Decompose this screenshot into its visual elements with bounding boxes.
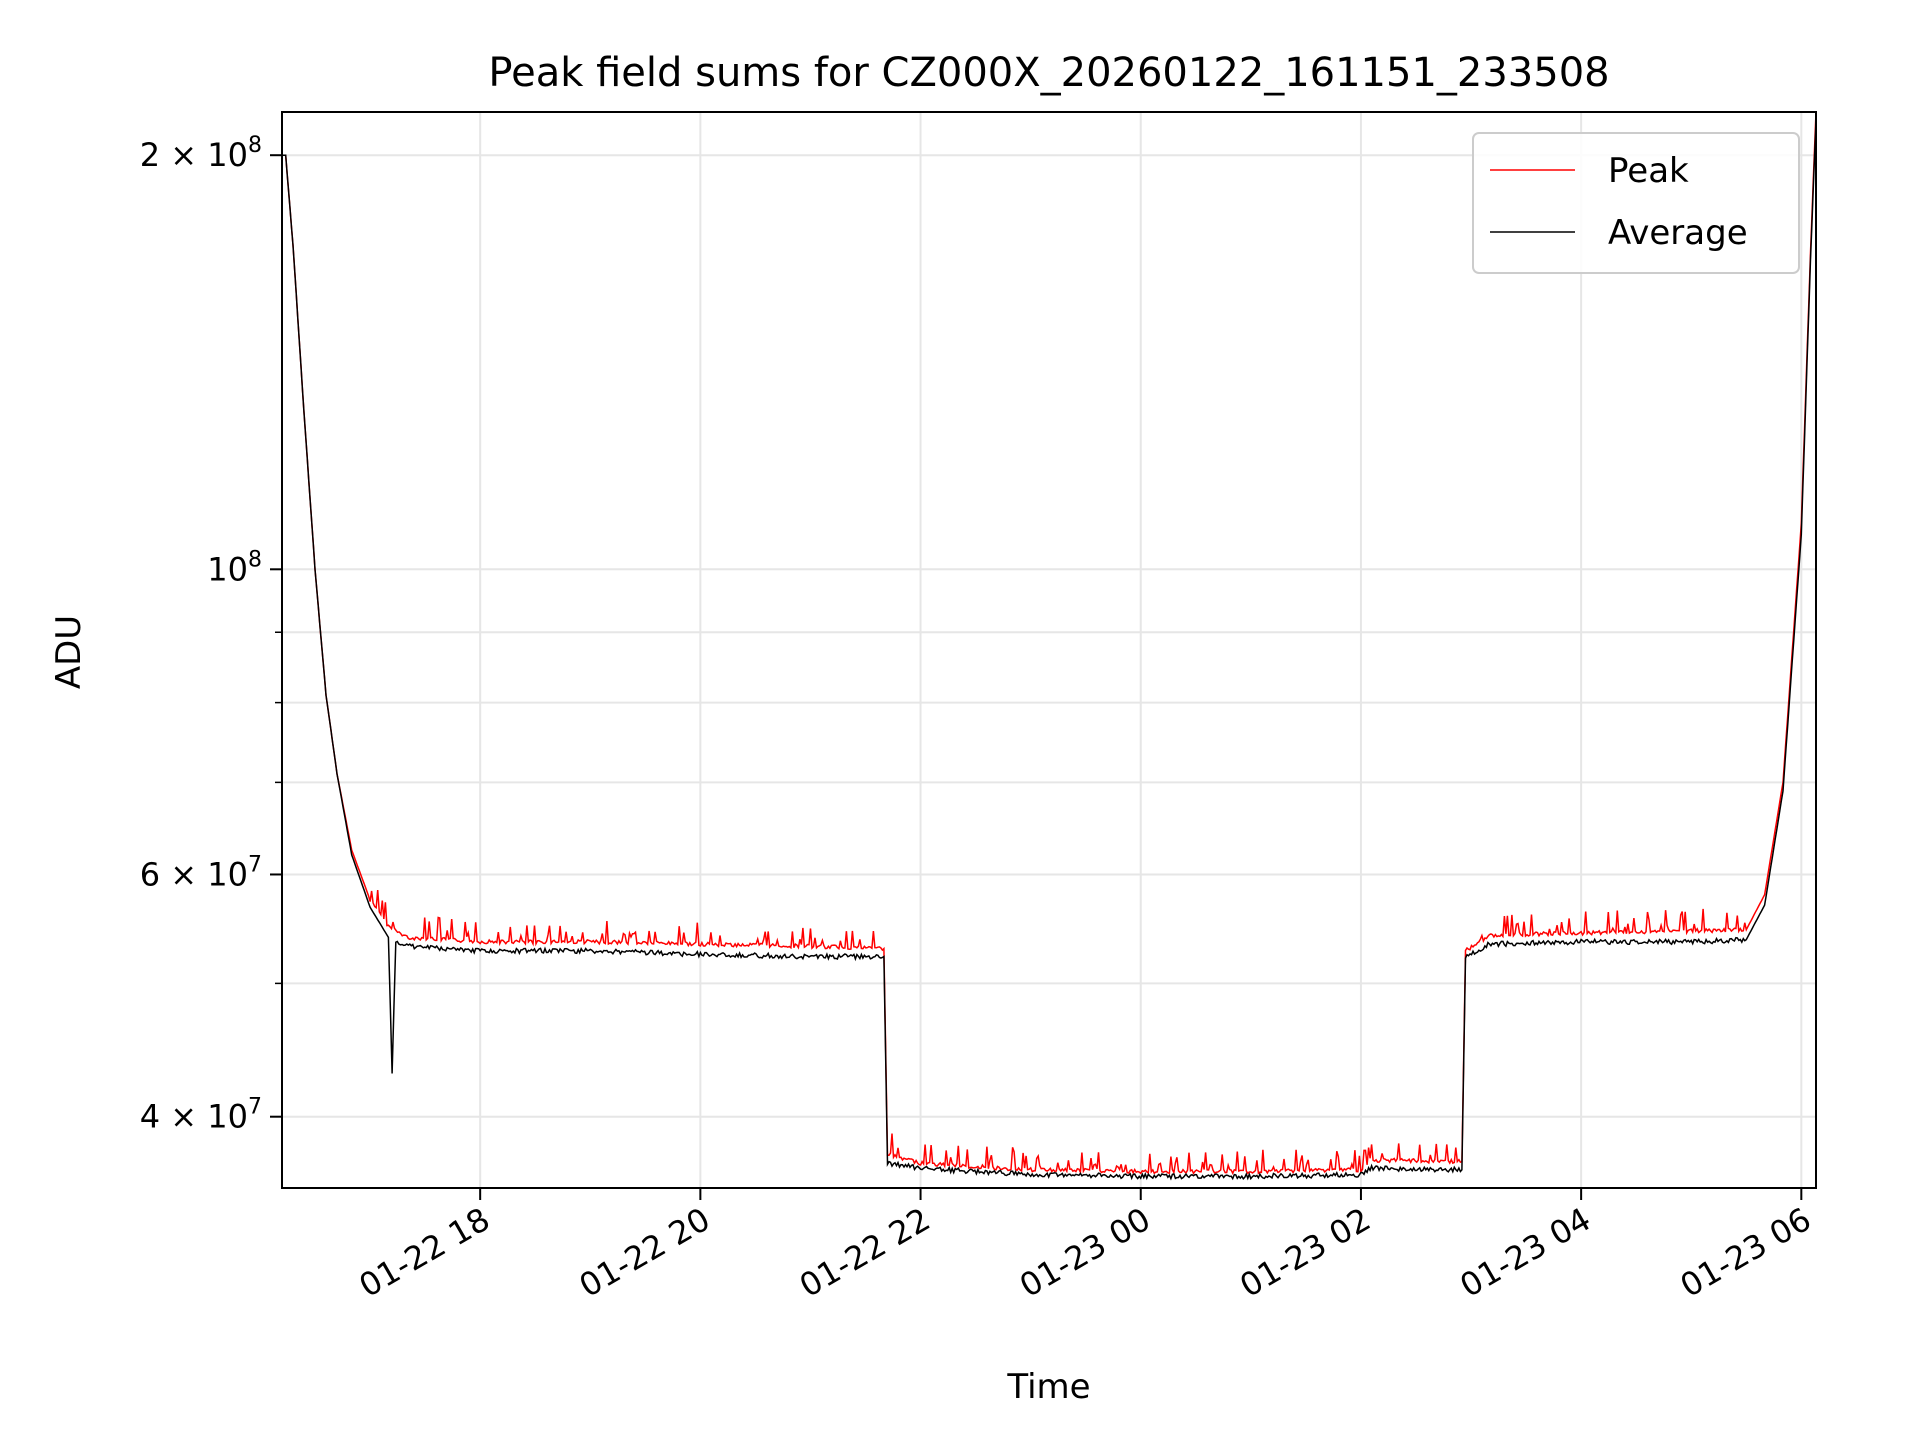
legend-label-average: Average xyxy=(1608,213,1748,253)
y-tick-label: 108 xyxy=(207,547,262,588)
legend: Peak Average xyxy=(1472,132,1800,274)
series-line-peak xyxy=(282,112,1816,1176)
y-tick-label: 2 × 108 xyxy=(140,133,262,174)
legend-box xyxy=(1472,132,1800,274)
plot-frame xyxy=(281,111,1817,1189)
y-axis-label: ADU xyxy=(49,615,89,689)
chart-title: Peak field sums for CZ000X_20260122_1611… xyxy=(488,50,1609,96)
legend-label-peak: Peak xyxy=(1608,151,1689,191)
series-line-average xyxy=(282,120,1816,1181)
x-axis-label: Time xyxy=(1006,1367,1090,1407)
y-tick-label: 6 × 107 xyxy=(140,852,262,893)
grid xyxy=(282,112,1816,1188)
series-layer xyxy=(282,112,1816,1181)
y-tick-label: 4 × 107 xyxy=(140,1095,262,1136)
